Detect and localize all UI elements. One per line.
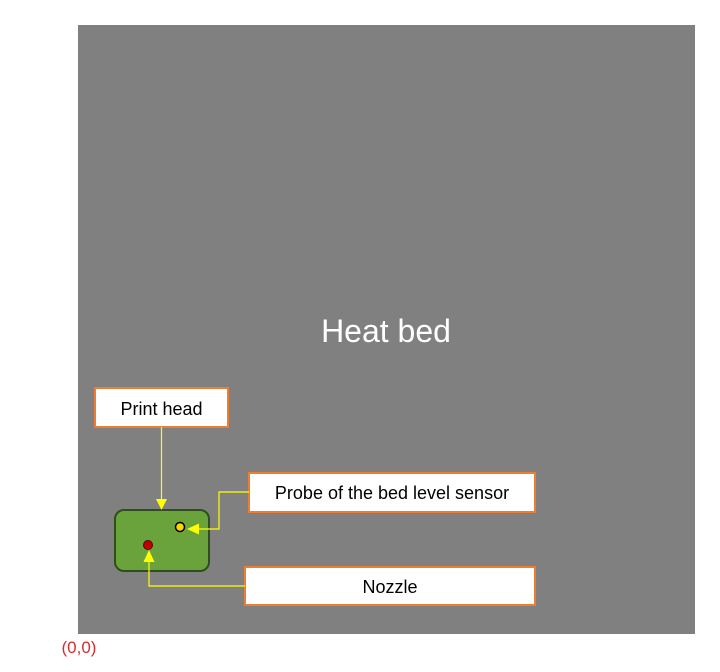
nozzle-dot bbox=[143, 540, 153, 550]
nozzle-arrow bbox=[143, 550, 245, 587]
probe-callout-label: Probe of the bed level sensor bbox=[275, 483, 509, 503]
origin-label: (0,0) bbox=[62, 638, 97, 657]
nozzle-callout-box bbox=[244, 566, 536, 606]
probe-dot bbox=[174, 521, 186, 533]
print-head-arrow bbox=[156, 427, 167, 510]
nozzle-callout-label: Nozzle bbox=[362, 577, 417, 597]
print-head-callout-box bbox=[94, 387, 229, 428]
print-head-callout-label: Print head bbox=[120, 399, 202, 419]
heat-bed-label: Heat bed bbox=[321, 313, 451, 349]
probe-arrow bbox=[187, 491, 249, 535]
probe-callout-box bbox=[248, 472, 536, 513]
print-head bbox=[114, 509, 210, 572]
